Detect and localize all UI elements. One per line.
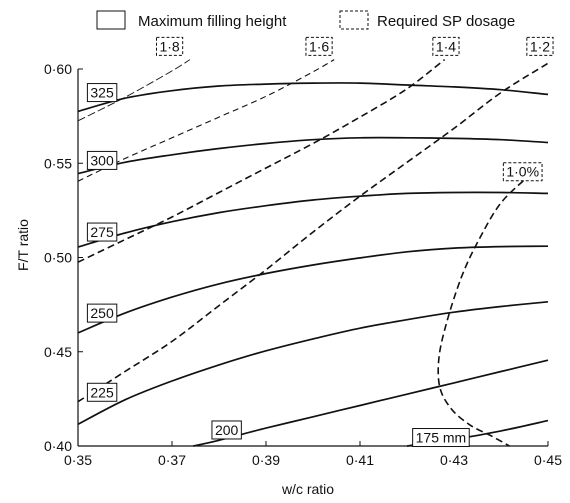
curve-label-text: 275 <box>90 224 114 240</box>
filling-height-curve-225 <box>77 300 549 426</box>
curve-label-text: 250 <box>90 305 114 321</box>
curve-label-box <box>155 36 184 56</box>
filling-height-label-300: 300 <box>86 150 118 170</box>
sp-dosage-label-1-4: 1·4 <box>432 36 460 56</box>
x-tick-label: 0·41 <box>346 452 374 468</box>
x-tick-label: 0·35 <box>64 452 92 468</box>
x-axis-title: w/c ratio <box>281 481 334 497</box>
y-tick-label: 0·55 <box>44 155 72 171</box>
filling-height-label-325: 325 <box>86 83 118 103</box>
curve-label-box <box>526 36 554 56</box>
sp-dosage-label-1-6: 1·6 <box>305 36 333 56</box>
curve-label-text: 1·2 <box>530 38 550 54</box>
curve-label-box <box>86 382 118 402</box>
curve-labels: 325 300 275 250 225 200 175 mm 1·8 1·6 1·4 1·2 1·0% <box>86 36 554 448</box>
plot-area <box>77 58 549 447</box>
sp-dosage-label-1-8: 1·8 <box>155 36 184 56</box>
curve-label-text: 1·4 <box>436 38 456 54</box>
filling-height-curve-325 <box>77 82 549 113</box>
filling-height-label-175-mm: 175 mm <box>412 428 470 448</box>
filling-height-curve-300 <box>77 136 549 175</box>
y-axis-title: F/T ratio <box>15 219 31 271</box>
curve-label-box <box>502 162 543 182</box>
curve-label-text: 1·8 <box>159 38 179 54</box>
curve-label-box <box>86 83 118 103</box>
x-tick-label: 0·37 <box>158 452 186 468</box>
sp-dosage-curve-1-8 <box>77 59 191 122</box>
filling-height-label-250: 250 <box>86 303 118 323</box>
sp-dosage-label-1-0: 1·0% <box>502 162 543 182</box>
legend-swatch-solid <box>96 10 126 30</box>
curve-label-text: 225 <box>90 384 114 400</box>
filling-height-curve-250 <box>77 245 549 334</box>
x-tick-label: 0·45 <box>534 452 562 468</box>
y-tick-label: 0·60 <box>44 61 72 77</box>
filling-height-label-275: 275 <box>86 222 118 242</box>
sp-dosage-curve-1-6 <box>77 59 335 182</box>
y-tick-label: 0·50 <box>44 250 72 266</box>
sp-dosage-curve-1-0 <box>437 173 533 447</box>
filling-height-label-200: 200 <box>211 420 242 440</box>
x-tick-label: 0·39 <box>252 452 280 468</box>
curve-label-text: 1·6 <box>309 38 329 54</box>
axes: 0·35 0·37 0·39 0·41 0·43 0·45 0·40 0·45 0·50 0·55… <box>44 61 562 468</box>
sp-dosage-label-1-2: 1·2 <box>526 36 554 56</box>
filling-height-curve-275 <box>77 191 549 248</box>
curve-label-text: 175 mm <box>416 430 467 446</box>
curve-label-box <box>305 36 333 56</box>
curve-label-box <box>211 420 242 440</box>
curve-label-box <box>86 303 118 323</box>
x-tick-label: 0·43 <box>440 452 468 468</box>
legend-swatch-dashed <box>339 10 369 30</box>
filling-height-curve-200 <box>193 359 549 447</box>
curve-label-box <box>432 36 460 56</box>
filling-height-label-225: 225 <box>86 382 118 402</box>
curve-label-text: 200 <box>215 422 239 438</box>
curve-label-box <box>412 428 470 448</box>
y-tick-label: 0·45 <box>44 344 72 360</box>
sp-dosage-curve-1-4 <box>77 58 446 263</box>
curve-label-box <box>86 222 118 242</box>
curve-label-box <box>86 150 118 170</box>
legend: Maximum filling height Required SP dosag… <box>96 10 515 30</box>
curve-label-text: 325 <box>90 85 114 101</box>
curve-label-text: 300 <box>90 152 114 168</box>
legend-label-solid: Maximum filling height <box>138 13 287 30</box>
sp-dosage-curve-1-2 <box>77 62 549 403</box>
y-tick-label: 0·40 <box>44 438 72 454</box>
curve-label-text: 1·0% <box>506 164 539 180</box>
legend-label-dashed: Required SP dosage <box>377 13 515 30</box>
